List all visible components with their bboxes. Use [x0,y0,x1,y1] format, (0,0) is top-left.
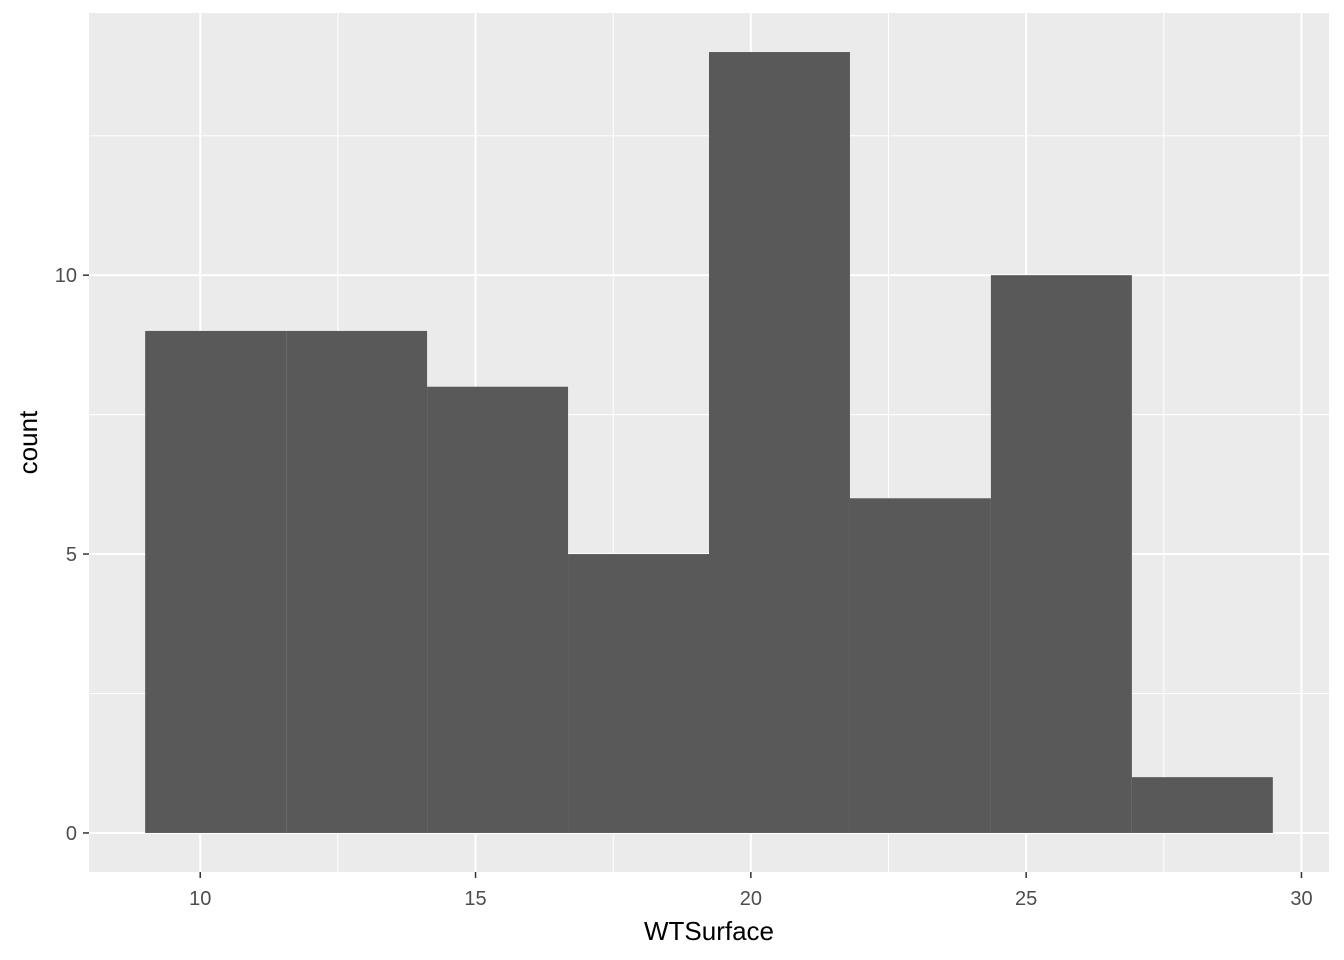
histogram-bars [145,52,1273,833]
histogram-bar [1131,777,1273,833]
x-tick-label: 20 [740,888,762,910]
y-axis-title: count [13,410,43,474]
y-tick-label: 5 [66,544,77,566]
histogram-bar [145,330,287,833]
x-axis-title: WTSurface [644,916,774,946]
histogram-bar [568,554,709,833]
y-tick-label: 0 [66,823,77,845]
histogram-bar [709,52,850,833]
histogram-bar [990,275,1132,833]
histogram-bar [849,498,991,833]
x-tick-label: 30 [1290,888,1312,910]
histogram-bar [286,330,428,833]
x-axis: 10 15 20 25 30 [189,872,1313,910]
y-axis: 0 5 10 [55,265,89,845]
x-tick-label: 15 [464,888,486,910]
y-tick-label: 10 [55,265,77,287]
x-tick-label: 10 [189,888,211,910]
histogram-bar [427,386,569,833]
x-tick-label: 25 [1015,888,1037,910]
